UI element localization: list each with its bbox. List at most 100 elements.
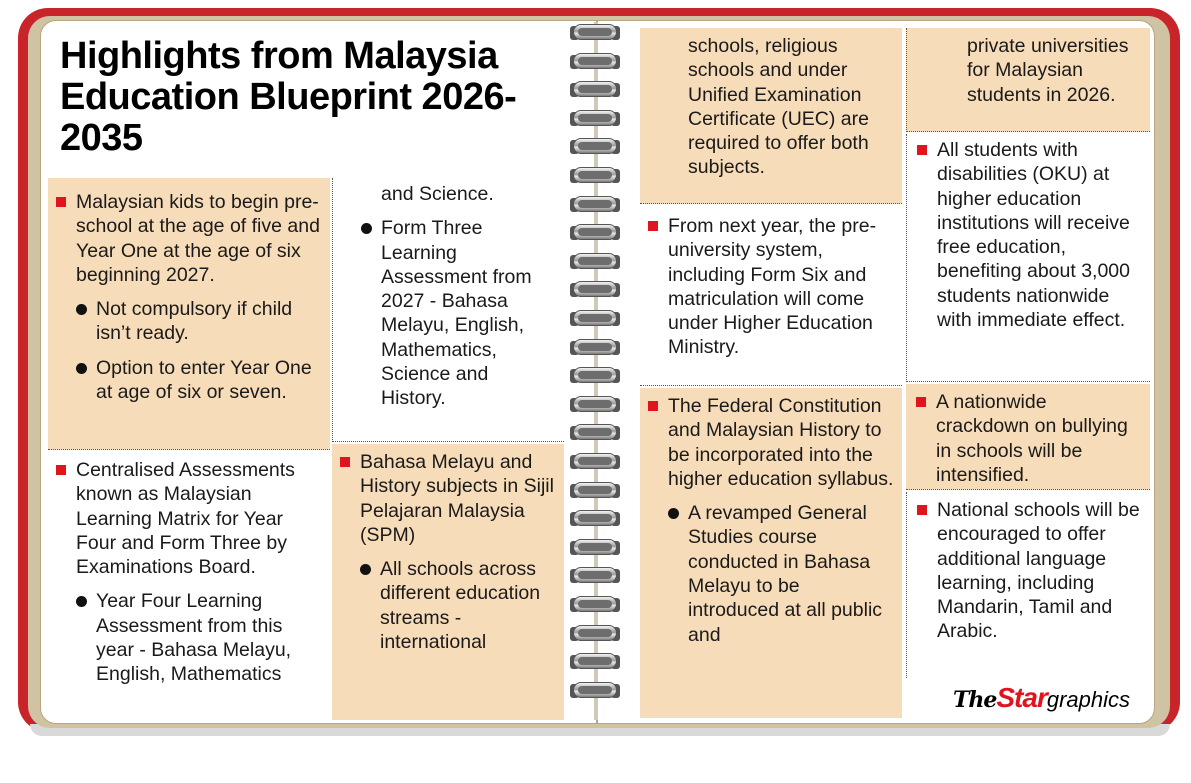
ring-wire-inner [578,171,612,179]
sub-point-text: A revamped General Studies course conduc… [688,502,883,646]
thestar-graphics-logo: TheStargraphics [953,682,1143,714]
ring-wire-inner [578,28,612,36]
highlight-item: A nationwide crackdown on bullying in sc… [916,390,1142,487]
red-square-bullet-icon [917,145,927,155]
spiral-ring [568,194,622,216]
spiral-ring [568,51,622,73]
sub-point-text: and Science. [381,183,494,205]
highlight-item: Malaysian kids to begin pre-school at th… [56,190,320,287]
sub-point: All schools across different education s… [360,557,556,654]
ring-wire-inner [578,543,612,551]
red-square-bullet-icon [917,505,927,515]
spiral-ring [568,537,622,559]
spiral-ring [568,651,622,673]
spiral-ring [568,623,622,645]
continued-text: schools, religious schools and under Uni… [668,34,894,180]
sub-point-text: Not compulsory if child isn’t ready. [96,298,293,345]
red-square-bullet-icon [648,221,658,231]
highlight-item: The Federal Constitution and Malaysian H… [648,394,894,491]
highlight-box-assessments: Centralised Assessments known as Malaysi… [48,456,330,718]
highlight-box-spm: Bahasa Melayu and History subjects in Si… [332,444,564,720]
highlight-text: Malaysian kids to begin pre-school at th… [76,191,320,286]
ring-wire-inner [578,343,612,351]
ring-wire-inner [578,57,612,65]
sub-point-text: schools, religious schools and under Uni… [688,35,869,179]
ring-wire-inner [578,514,612,522]
spiral-ring [568,480,622,502]
sub-point: A revamped General Studies course conduc… [668,501,894,647]
highlight-text: Bahasa Melayu and History subjects in Si… [360,451,554,546]
red-square-bullet-icon [916,397,926,407]
sub-point-text: Option to enter Year One at age of six o… [96,356,312,404]
red-square-bullet-icon [56,197,66,207]
highlight-box-languages: National schools will be encouraged to o… [906,492,1150,678]
spiral-ring [568,251,622,273]
highlight-box-constitution-cont: private universities for Malaysian stude… [906,28,1150,132]
highlight-text: A nationwide crackdown on bullying in sc… [936,391,1128,486]
highlight-box-assessment-cont: and Science. Form Three Learning Assessm… [332,178,564,442]
ring-wire-inner [578,142,612,150]
black-dot-bullet-icon [76,362,87,374]
highlight-item: Centralised Assessments known as Malaysi… [56,458,320,579]
continued-text: private universities for Malaysian stude… [947,34,1142,107]
logo-the: The [953,687,997,713]
logo-star: Star [996,682,1047,713]
black-dot-bullet-icon [668,508,679,520]
spiral-ring [568,308,622,330]
spiral-ring [568,365,622,387]
ring-wire-inner [578,571,612,579]
highlight-text: All students with disabilities (OKU) at … [937,139,1131,332]
sub-point-text: Year Four Learning Assessment from this … [96,590,292,686]
ring-wire-inner [578,400,612,408]
ring-wire-inner [578,486,612,494]
ring-wire-inner [578,371,612,379]
sub-point-text: private universities for Malaysian stude… [967,35,1129,106]
spiral-ring [568,451,622,473]
ring-wire-inner [578,629,612,637]
ring-wire-inner [578,200,612,208]
red-square-bullet-icon [56,465,66,475]
spiral-ring [568,422,622,444]
sub-point: Form Three Learning Assessment from 2027… [361,216,556,410]
highlight-box-preuniversity: From next year, the pre-university syste… [640,206,902,386]
sub-point: Not compulsory if child isn’t ready. [76,297,320,346]
ring-wire-inner [578,428,612,436]
logo-graphics: graphics [1046,687,1130,712]
ring-wire-inner [578,457,612,465]
spiral-ring [568,79,622,101]
highlight-box-preschool: Malaysian kids to begin pre-school at th… [48,178,330,450]
red-square-bullet-icon [340,457,350,467]
spiral-ring [568,222,622,244]
ring-wire-inner [578,285,612,293]
sub-point: Year Four Learning Assessment from this … [76,589,320,686]
highlight-text: From next year, the pre-university syste… [668,215,877,359]
highlight-item: All students with disabilities (OKU) at … [917,138,1142,332]
continued-text: and Science. [361,182,556,206]
highlight-item: Bahasa Melayu and History subjects in Si… [340,450,556,547]
ring-wire-inner [578,657,612,665]
spiral-ring [568,337,622,359]
spiral-ring [568,594,622,616]
ring-wire-inner [578,85,612,93]
black-dot-bullet-icon [361,223,372,235]
page-title: Highlights from Malaysia Education Bluep… [60,35,517,160]
ring-wire-inner [578,257,612,265]
sub-point: Option to enter Year One at age of six o… [76,356,320,405]
spiral-ring [568,165,622,187]
spiral-ring [568,394,622,416]
highlight-item: From next year, the pre-university syste… [648,214,894,360]
highlight-box-constitution: The Federal Constitution and Malaysian H… [640,388,902,718]
red-square-bullet-icon [648,401,658,411]
highlight-box-bullying: A nationwide crackdown on bullying in sc… [906,384,1150,490]
highlight-box-spm-cont: schools, religious schools and under Uni… [640,28,902,204]
spiral-ring [568,279,622,301]
black-dot-bullet-icon [76,304,87,316]
highlight-item: National schools will be encouraged to o… [917,498,1142,644]
highlight-box-oku: All students with disabilities (OKU) at … [906,134,1150,382]
sub-point-text: Form Three Learning Assessment from 2027… [381,217,532,410]
ring-wire-inner [578,600,612,608]
spiral-ring [568,508,622,530]
ring-wire-inner [578,686,612,694]
black-dot-bullet-icon [76,596,87,608]
highlight-text: Centralised Assessments known as Malaysi… [76,459,295,579]
